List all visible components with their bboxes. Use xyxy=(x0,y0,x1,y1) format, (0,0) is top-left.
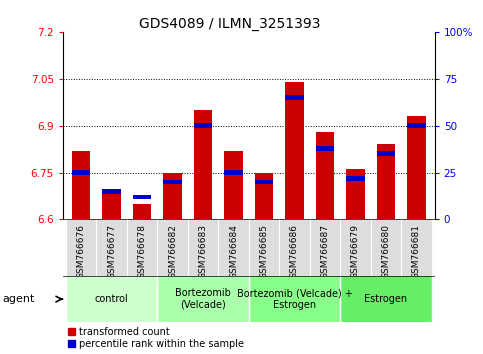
Bar xyxy=(346,170,365,219)
Bar xyxy=(249,219,279,276)
Bar xyxy=(194,110,212,219)
Bar xyxy=(370,219,401,276)
Bar xyxy=(377,144,395,219)
Bar xyxy=(285,95,304,100)
Bar xyxy=(310,219,340,276)
Legend: transformed count, percentile rank within the sample: transformed count, percentile rank withi… xyxy=(68,327,244,349)
Bar xyxy=(157,219,188,276)
Bar xyxy=(407,116,426,219)
Text: control: control xyxy=(95,294,128,304)
Text: Estrogen: Estrogen xyxy=(364,294,408,304)
Title: GDS4089 / ILMN_3251393: GDS4089 / ILMN_3251393 xyxy=(140,17,321,31)
Bar xyxy=(316,146,334,150)
Bar xyxy=(407,123,426,128)
Bar xyxy=(255,172,273,219)
Bar xyxy=(255,179,273,184)
Bar xyxy=(316,132,334,219)
Bar xyxy=(72,151,90,219)
Text: GSM766681: GSM766681 xyxy=(412,224,421,279)
Bar xyxy=(127,219,157,276)
Text: GSM766679: GSM766679 xyxy=(351,224,360,279)
Bar xyxy=(401,219,432,276)
Bar xyxy=(102,189,121,194)
Text: GSM766684: GSM766684 xyxy=(229,224,238,279)
Bar xyxy=(188,219,218,276)
Bar xyxy=(163,172,182,219)
Bar xyxy=(157,276,249,322)
Bar xyxy=(102,191,121,219)
Bar xyxy=(346,176,365,181)
Text: Bortezomib (Velcade) +
Estrogen: Bortezomib (Velcade) + Estrogen xyxy=(237,288,353,310)
Bar xyxy=(96,219,127,276)
Text: GSM766686: GSM766686 xyxy=(290,224,299,279)
Text: GSM766687: GSM766687 xyxy=(320,224,329,279)
Bar xyxy=(133,204,151,219)
Bar xyxy=(66,219,96,276)
Text: GSM766680: GSM766680 xyxy=(382,224,390,279)
Bar xyxy=(340,276,432,322)
Bar xyxy=(133,195,151,199)
Bar xyxy=(163,179,182,184)
Text: GSM766682: GSM766682 xyxy=(168,224,177,279)
Bar xyxy=(225,170,242,175)
Text: Bortezomib
(Velcade): Bortezomib (Velcade) xyxy=(175,288,231,310)
Bar xyxy=(340,219,370,276)
Text: GSM766676: GSM766676 xyxy=(77,224,85,279)
Bar xyxy=(279,219,310,276)
Bar xyxy=(72,170,90,175)
Bar xyxy=(218,219,249,276)
Bar xyxy=(249,276,340,322)
Bar xyxy=(194,123,212,128)
Bar xyxy=(377,152,395,156)
Bar xyxy=(225,151,242,219)
Bar xyxy=(66,276,157,322)
Bar xyxy=(285,82,304,219)
Text: GSM766683: GSM766683 xyxy=(199,224,208,279)
Text: GSM766677: GSM766677 xyxy=(107,224,116,279)
Text: GSM766678: GSM766678 xyxy=(138,224,146,279)
Text: agent: agent xyxy=(2,294,35,304)
Text: GSM766685: GSM766685 xyxy=(259,224,269,279)
